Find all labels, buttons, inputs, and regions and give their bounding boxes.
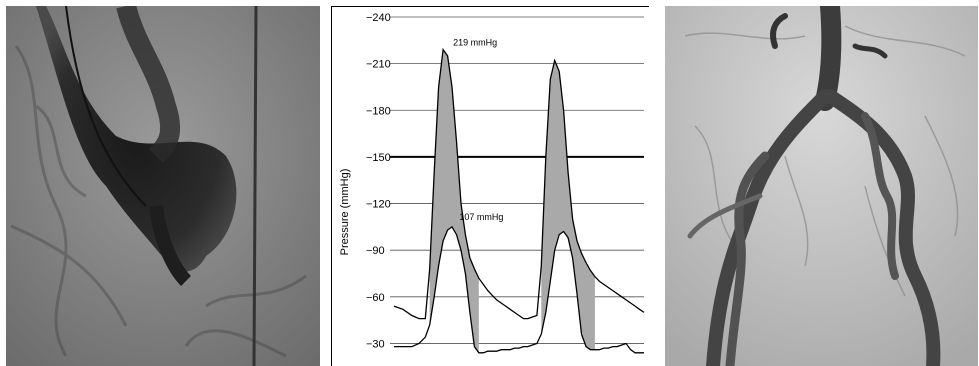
right-angiogram-image bbox=[665, 6, 978, 366]
y-tick-label-30: −30 bbox=[366, 338, 385, 350]
right-angiogram-photo bbox=[665, 6, 978, 366]
y-tick-label-240: −240 bbox=[366, 12, 391, 24]
y-tick-label-150: −150 bbox=[366, 152, 391, 164]
lower-lobe bbox=[149, 205, 192, 286]
y-axis-label: Pressure (mmHg) bbox=[339, 169, 351, 256]
series-line-2 bbox=[394, 225, 644, 354]
contrast-sac bbox=[36, 6, 237, 272]
small-vessels bbox=[684, 25, 966, 297]
upper-vessel bbox=[116, 6, 181, 164]
chart-series bbox=[393, 47, 645, 354]
pressure-chart: −240 −210 −180 −150 −120 −90 −60 −30 219 mmHg 10… bbox=[339, 12, 645, 354]
chart-gridlines bbox=[390, 16, 644, 344]
chart-gradient-fill bbox=[429, 49, 595, 353]
left-angiogram-photo bbox=[6, 6, 320, 366]
y-tick-label-210: −210 bbox=[366, 59, 391, 71]
y-tick-label-90: −90 bbox=[366, 245, 385, 257]
gradient-area-1 bbox=[429, 49, 479, 353]
main-vessel-tree bbox=[687, 6, 941, 366]
pressure-chart-panel: −240 −210 −180 −150 −120 −90 −60 −30 219 mmHg 10… bbox=[331, 6, 649, 366]
guide-wire bbox=[252, 6, 258, 366]
y-tick-label-60: −60 bbox=[366, 292, 385, 304]
left-angiogram-image bbox=[6, 6, 320, 366]
y-tick-label-180: −180 bbox=[366, 105, 391, 117]
chart-annotations: 219 mmHg 107 mmHg bbox=[453, 38, 503, 222]
catheter-line bbox=[65, 6, 147, 207]
gradient-area-2 bbox=[541, 60, 595, 350]
chart-y-ticks: −240 −210 −180 −150 −120 −90 −60 −30 bbox=[366, 12, 391, 350]
annotation-2: 107 mmHg bbox=[459, 212, 503, 222]
left-vessel-texture bbox=[10, 45, 307, 358]
series-line-1 bbox=[393, 47, 645, 320]
annotation-1: 219 mmHg bbox=[453, 38, 497, 48]
y-tick-label-120: −120 bbox=[366, 199, 391, 211]
